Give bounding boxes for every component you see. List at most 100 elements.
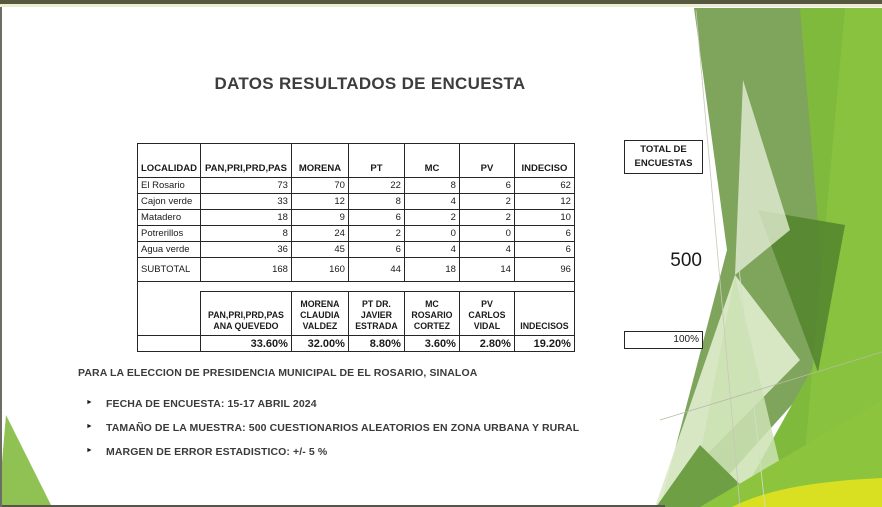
value-cell: 6 xyxy=(347,241,405,258)
value-cell: 10 xyxy=(513,209,575,226)
decor-seam-line xyxy=(736,249,766,507)
percentage-cell: 32.00% xyxy=(290,335,349,352)
decor-seam-line xyxy=(659,351,882,421)
decor-light-overlay xyxy=(800,8,882,507)
candidate-line: MC xyxy=(425,299,439,310)
value-cell: 36 xyxy=(199,241,292,258)
column-header: INDECISO xyxy=(513,143,575,178)
value-cell: 18 xyxy=(199,209,292,226)
candidate-line: ANA QUEVEDO xyxy=(213,321,279,332)
candidate-line: VIDAL xyxy=(473,321,501,332)
value-cell: 6 xyxy=(513,225,575,242)
value-cell: 8 xyxy=(403,177,460,194)
top-edge-bar xyxy=(0,0,882,4)
value-cell: 160 xyxy=(290,257,349,282)
locality-cell: El Rosario xyxy=(137,177,201,194)
table-row: Cajon verde 33 12 8 4 2 12 xyxy=(137,193,575,210)
decor-chartreuse-bottom xyxy=(700,400,882,507)
value-cell: 9 xyxy=(290,209,349,226)
locality-cell: SUBTOTAL xyxy=(137,257,201,282)
value-cell: 45 xyxy=(290,241,349,258)
total-percent-cell: 100% xyxy=(624,331,703,349)
locality-cell: Cajon verde xyxy=(137,193,201,210)
decor-dark-v xyxy=(758,210,845,372)
slide-title: DATOS RESULTADOS DE ENCUESTA xyxy=(214,74,526,93)
total-surveys-header: TOTAL DE ENCUESTAS xyxy=(624,140,703,174)
table-row: El Rosario 73 70 22 8 6 62 xyxy=(137,177,575,194)
candidate-line: JAVIER xyxy=(360,310,393,321)
column-header: PV xyxy=(458,143,515,178)
candidate-cell: MORENA CLAUDIA VALDEZ xyxy=(290,291,349,336)
value-cell: 8 xyxy=(347,193,405,210)
left-edge-bar xyxy=(0,7,2,507)
value-cell: 73 xyxy=(199,177,292,194)
value-cell: 96 xyxy=(513,257,575,282)
value-cell: 14 xyxy=(458,257,515,282)
value-cell: 70 xyxy=(290,177,349,194)
table-row: SUBTOTAL 168 160 44 18 14 96 xyxy=(137,257,575,282)
locality-cell: Matadero xyxy=(137,209,201,226)
decor-pale-lower xyxy=(690,275,790,507)
candidate-line: CORTEZ xyxy=(413,321,451,332)
candidate-line: PT DR. xyxy=(362,299,391,310)
total-surveys-value: 500 xyxy=(670,250,702,271)
spacer-cell xyxy=(138,282,575,292)
percentage-cell: 2.80% xyxy=(458,335,515,352)
candidate-cell: PAN,PRI,PRD,PAS ANA QUEVEDO xyxy=(199,291,292,336)
value-cell: 4 xyxy=(458,241,515,258)
candidate-line: CLAUDIA xyxy=(300,310,340,321)
candidate-line: PAN,PRI,PRD,PAS xyxy=(207,310,284,321)
percentage-cell: 3.60% xyxy=(403,335,460,352)
candidate-line: ROSARIO xyxy=(411,310,453,321)
value-cell: 4 xyxy=(403,241,460,258)
percentages-row: 33.60% 32.00% 8.80% 3.60% 2.80% 19.20% xyxy=(137,335,575,352)
candidate-line: PV CARLOS xyxy=(468,299,506,321)
value-cell: 44 xyxy=(347,257,405,282)
locality-cell: Potrerillos xyxy=(137,225,201,242)
value-cell: 33 xyxy=(199,193,292,210)
table-row: Potrerillos 8 24 2 0 0 6 xyxy=(137,225,575,242)
percentage-cell: 19.20% xyxy=(513,335,575,352)
candidate-line: MORENA xyxy=(300,299,340,310)
bullet-item: MARGEN DE ERROR ESTADISTICO: +/- 5 % xyxy=(86,446,579,458)
value-cell: 6 xyxy=(458,177,515,194)
value-cell: 0 xyxy=(403,225,460,242)
table-header-row: LOCALIDAD PAN,PRI,PRD,PAS MORENA PT MC PV INDE… xyxy=(137,143,575,178)
decor-wedge-triangle xyxy=(2,415,52,507)
decor-yellow-band xyxy=(732,478,882,507)
value-cell: 2 xyxy=(458,209,515,226)
percentage-cell: 8.80% xyxy=(347,335,405,352)
empty-cell xyxy=(137,335,201,352)
bottom-edge-bar xyxy=(0,505,665,507)
value-cell: 2 xyxy=(403,209,460,226)
column-header: LOCALIDAD xyxy=(137,143,201,178)
candidates-row: PAN,PRI,PRD,PAS ANA QUEVEDO MORENA CLAUDIA V… xyxy=(137,291,575,336)
column-header: PT xyxy=(347,143,405,178)
value-cell: 168 xyxy=(199,257,292,282)
value-cell: 8 xyxy=(199,225,292,242)
candidate-line: VALDEZ xyxy=(302,321,338,332)
value-cell: 62 xyxy=(513,177,575,194)
decor-pale-upper xyxy=(735,80,790,275)
slide-decoration-bottom-left xyxy=(2,415,52,507)
candidate-cell: MC ROSARIO CORTEZ xyxy=(403,291,460,336)
value-cell: 12 xyxy=(513,193,575,210)
value-cell: 18 xyxy=(403,257,460,282)
spacer-row xyxy=(138,282,575,292)
column-header: MORENA xyxy=(290,143,349,178)
bullet-item: FECHA DE ENCUESTA: 15-17 ABRIL 2024 xyxy=(86,398,579,410)
candidate-cell: PT DR. JAVIER ESTRADA xyxy=(347,291,405,336)
value-cell: 6 xyxy=(347,209,405,226)
survey-results-table: LOCALIDAD PAN,PRI,PRD,PAS MORENA PT MC PV INDE… xyxy=(137,143,575,352)
candidate-line: ESTRADA xyxy=(355,321,398,332)
value-cell: 24 xyxy=(290,225,349,242)
value-cell: 2 xyxy=(458,193,515,210)
value-cell: 22 xyxy=(347,177,405,194)
value-cell: 6 xyxy=(513,241,575,258)
election-subtitle: PARA LA ELECCION DE PRESIDENCIA MUNICIPA… xyxy=(78,367,478,379)
candidate-cell: PV CARLOS VIDAL xyxy=(458,291,515,336)
value-cell: 12 xyxy=(290,193,349,210)
column-header: PAN,PRI,PRD,PAS xyxy=(199,143,292,178)
